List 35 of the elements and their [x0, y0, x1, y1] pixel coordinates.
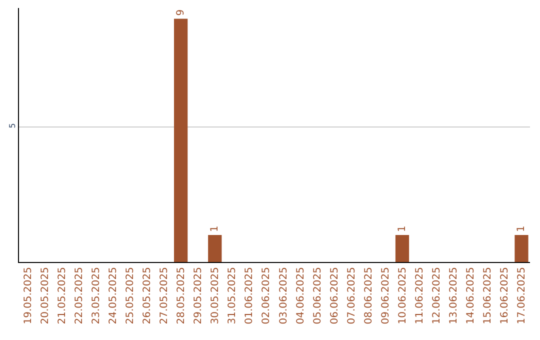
x-tick-label: 20.05.2025	[40, 267, 51, 324]
x-tick-label: 13.06.2025	[448, 267, 460, 324]
x-tick-label: 08.06.2025	[363, 267, 374, 324]
x-tick-label: 19.05.2025	[22, 267, 34, 324]
x-tick-label: 24.05.2025	[108, 267, 119, 324]
x-tick-label: 05.06.2025	[312, 267, 324, 324]
x-tick-label: 27.05.2025	[159, 267, 170, 324]
x-tick-label: 07.06.2025	[346, 267, 358, 324]
x-tick-label: 21.05.2025	[56, 267, 68, 324]
x-tick-label: 15.06.2025	[482, 267, 494, 324]
data-label: 9	[175, 9, 186, 16]
data-label: 1	[396, 226, 408, 232]
x-tick-label: 30.05.2025	[210, 267, 222, 324]
x-tick-label: 31.05.2025	[227, 267, 238, 324]
x-tick-label: 12.06.2025	[432, 267, 443, 324]
x-tick-label: 02.06.2025	[261, 267, 272, 324]
x-tick-label: 23.05.2025	[90, 267, 102, 324]
data-label: 1	[209, 226, 220, 232]
data-label: 1	[516, 226, 527, 232]
x-tick-label: 28.05.2025	[176, 267, 188, 324]
x-tick-label: 06.06.2025	[329, 267, 340, 324]
x-tick-label: 09.06.2025	[380, 267, 392, 324]
x-tick-label: 16.06.2025	[500, 267, 511, 324]
x-tick-label: 10.06.2025	[398, 267, 408, 324]
x-tick-label: 03.06.2025	[278, 267, 290, 324]
x-tick-label: 04.06.2025	[295, 267, 306, 324]
x-tick-label: 22.05.2025	[74, 267, 85, 324]
x-tick-label: 01.06.2025	[244, 267, 256, 324]
x-tick-label: 29.05.2025	[193, 267, 204, 324]
x-tick-label: 26.05.2025	[142, 267, 153, 324]
x-tick-label: 14.06.2025	[466, 267, 477, 324]
x-tick-label: 11.06.2025	[414, 267, 426, 324]
x-tick-label: 25.05.2025	[124, 267, 136, 324]
y-tick-label: 5	[8, 123, 17, 128]
x-tick-label: 17.06.2025	[516, 267, 528, 324]
